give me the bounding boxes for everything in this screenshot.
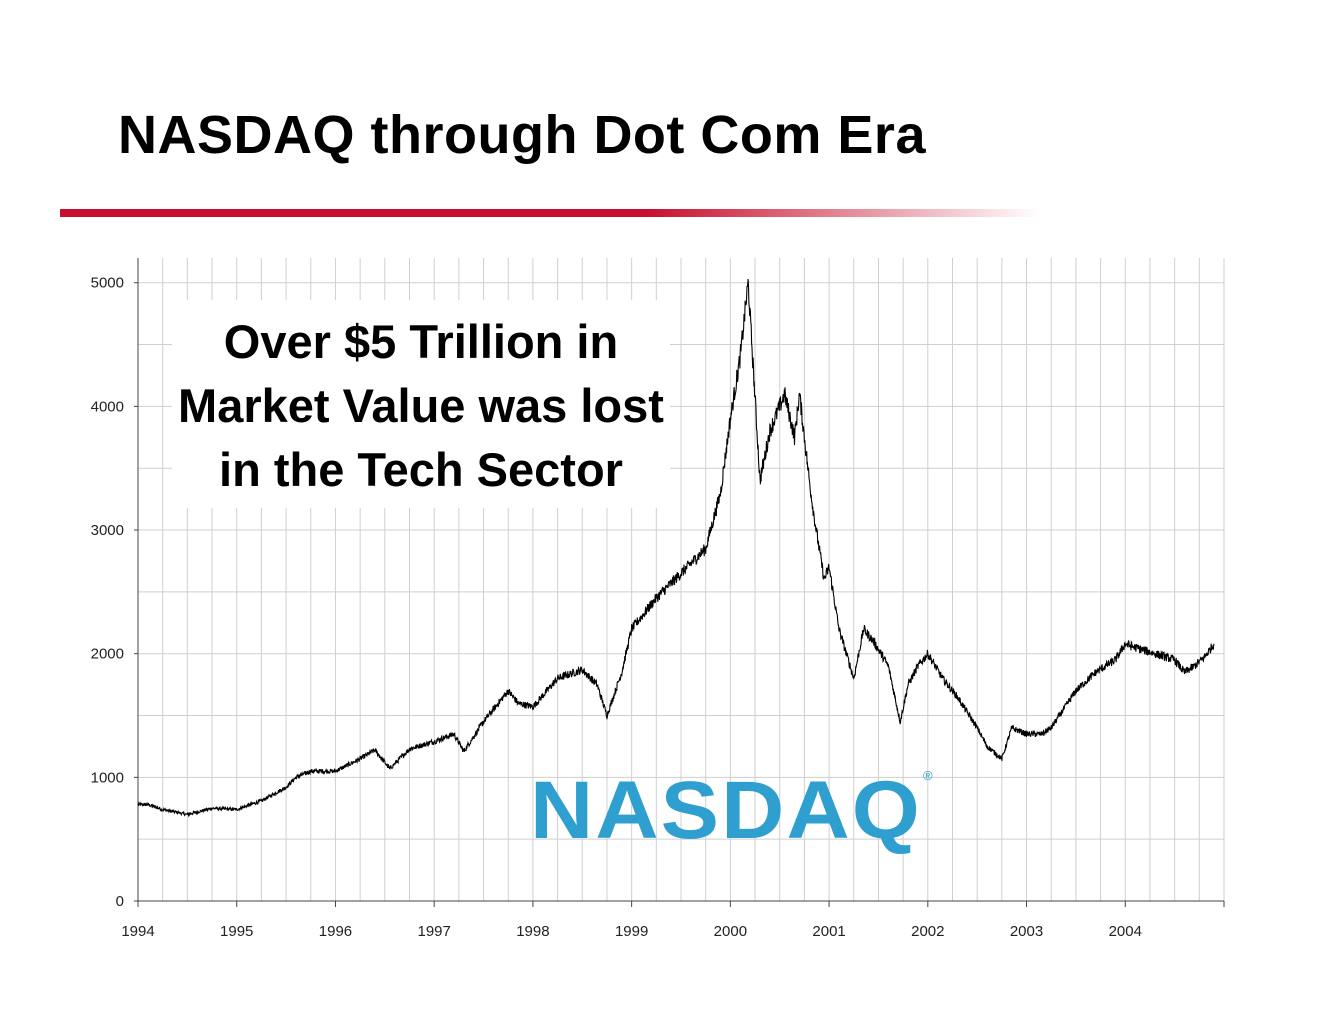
x-tick-label: 2001	[812, 923, 845, 940]
callout-line-1: Over $5 Trillion in	[224, 315, 618, 368]
chart-series	[137, 278, 1215, 818]
y-tick-label: 5000	[91, 275, 124, 292]
x-tick-label: 2000	[714, 923, 747, 940]
y-tick-label: 4000	[91, 398, 124, 415]
x-tick-label: 1996	[319, 923, 352, 940]
chart-axes: 0 1000 2000 3000 4000 5000 1994 1995 1996 1997 199…	[91, 258, 1225, 940]
nasdaq-logo-text: NASDAQ	[530, 765, 922, 856]
x-tick-label: 1998	[516, 923, 549, 940]
x-tick-label: 2004	[1109, 923, 1142, 940]
x-tick-label: 1997	[417, 923, 450, 940]
y-tick-label: 3000	[91, 522, 124, 539]
x-tick-label: 1994	[121, 923, 154, 940]
nasdaq-index-line	[137, 278, 1215, 818]
slide-title: NASDAQ through Dot Com Era	[118, 105, 926, 165]
y-tick-label: 2000	[91, 646, 124, 663]
registered-mark-icon: ®	[923, 768, 933, 783]
y-tick-label: 0	[116, 893, 124, 910]
callout-line-2: Market Value was lost	[178, 379, 664, 432]
callout-box: Over $5 Trillion in Market Value was los…	[172, 300, 670, 508]
title-accent-rule	[60, 209, 1040, 217]
x-tick-label: 2002	[911, 923, 944, 940]
y-tick-label: 1000	[91, 769, 124, 786]
x-tick-label: 1999	[615, 923, 648, 940]
callout-line-3: in the Tech Sector	[219, 443, 623, 496]
nasdaq-logo: NASDAQ ®	[530, 765, 933, 856]
x-tick-label: 1995	[220, 923, 253, 940]
x-tick-label: 2003	[1010, 923, 1043, 940]
